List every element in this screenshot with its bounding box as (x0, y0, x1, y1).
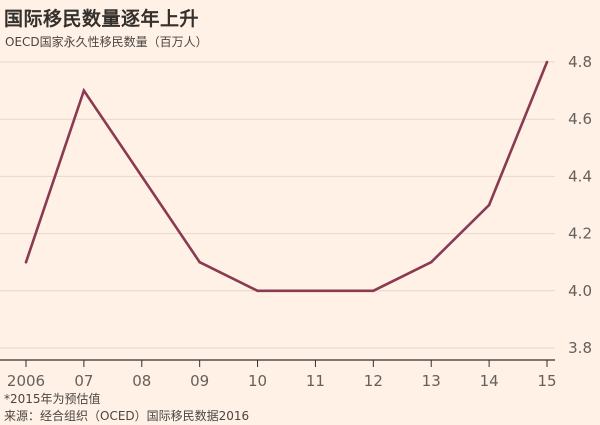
chart-subtitle: OECD国家永久性移民数量（百万人） (5, 35, 208, 49)
x-tick-label: 08 (132, 372, 151, 390)
x-tick-label: 14 (480, 372, 499, 390)
data-point (429, 260, 433, 264)
data-point (545, 60, 549, 64)
x-tick-label: 12 (364, 372, 383, 390)
series-layer (24, 60, 549, 293)
data-point (372, 289, 375, 293)
x-tick-label: 13 (422, 372, 441, 390)
x-tick-labels: 2006 07 08 09 10 11 12 13 14 15 (7, 372, 557, 390)
gridlines (0, 61, 555, 349)
y-tick-label: 4.8 (568, 53, 592, 71)
data-point (314, 289, 317, 293)
x-tick-label: 07 (74, 372, 93, 390)
y-tick-label: 3.8 (568, 339, 592, 357)
data-point (82, 89, 86, 92)
y-tick-label: 4.6 (568, 110, 592, 128)
x-tick-label: 11 (306, 372, 325, 390)
y-tick-label: 4.0 (568, 282, 592, 300)
x-tick-label: 15 (537, 372, 556, 390)
chart-title: 国际移民数量逐年上升 (4, 8, 200, 30)
x-axis (0, 359, 555, 367)
x-tick-label: 10 (248, 372, 267, 390)
y-tick-labels: 3.8 4.0 4.2 4.4 4.6 4.8 (568, 53, 592, 357)
data-point (487, 203, 491, 207)
footnote: *2015年为预估值 (4, 392, 101, 406)
data-point (24, 260, 28, 264)
y-tick-label: 4.4 (568, 167, 592, 185)
data-point (140, 175, 144, 178)
x-tick-label: 09 (190, 372, 209, 390)
data-point (256, 289, 259, 293)
source-note: 来源：经合组织（OCED）国际移民数据2016 (4, 409, 250, 423)
series-line (24, 61, 549, 293)
y-tick-label: 4.2 (568, 225, 592, 243)
data-point (198, 260, 201, 264)
x-tick-label: 2006 (7, 372, 45, 390)
